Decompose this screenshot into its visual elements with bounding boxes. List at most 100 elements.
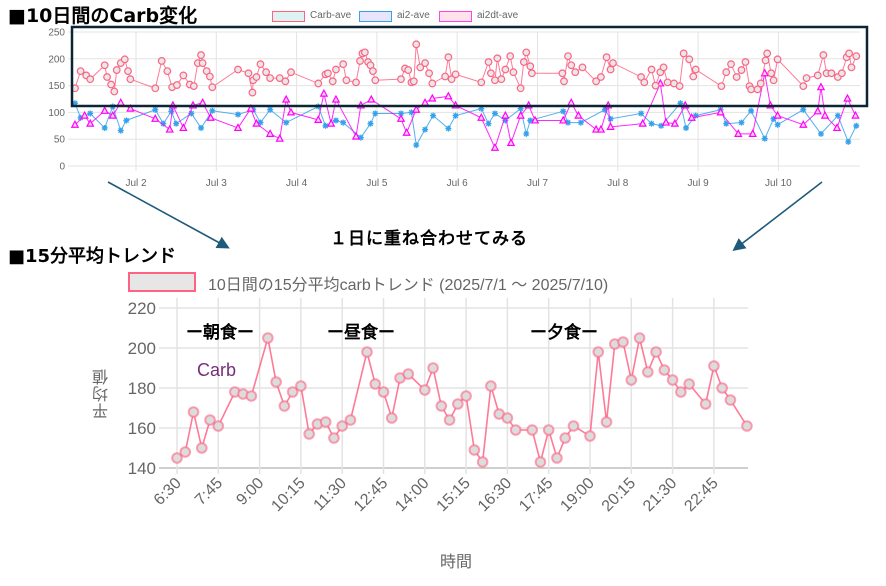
data-point-carb	[332, 65, 340, 74]
y-tick-label: 200	[128, 339, 156, 358]
data-point-carb	[560, 77, 568, 86]
data-point-carb	[493, 54, 502, 63]
overlay-note: １日に重ね合わせてみる	[330, 229, 528, 249]
data-point-ai2dt	[86, 118, 95, 127]
data-point	[377, 386, 390, 398]
data-point-ai2	[372, 110, 379, 117]
data-point-carb	[606, 65, 615, 74]
data-point	[344, 414, 357, 426]
data-point-carb	[100, 61, 109, 70]
x-tick-label: Jul 10	[765, 178, 792, 189]
data-point-ai2	[565, 119, 572, 126]
legend-swatch-carb[interactable]	[272, 11, 305, 22]
data-point-carb	[428, 79, 437, 88]
x-tick-label: Jul 2	[125, 178, 147, 189]
data-point-carb	[409, 77, 418, 86]
data-point-carb	[799, 82, 808, 91]
data-point-ai2dt	[748, 129, 757, 137]
data-point-ai2	[340, 119, 347, 126]
data-point-ai2	[577, 119, 584, 126]
x-axis-title: 時間	[440, 552, 473, 571]
data-point-ai2dt	[281, 94, 291, 103]
data-point	[559, 432, 572, 444]
data-point-carb	[732, 73, 741, 81]
data-point	[600, 416, 613, 428]
data-point-ai2dt	[367, 94, 376, 103]
data-point-ai2	[527, 117, 534, 124]
data-point-ai2	[607, 115, 614, 122]
data-point-ai2	[209, 107, 216, 114]
legend-swatch-trend[interactable]	[128, 272, 196, 292]
data-point-carb	[592, 77, 601, 86]
data-point	[542, 424, 555, 436]
x-tick-label: 7:45	[192, 475, 226, 509]
data-point-carb	[640, 78, 649, 87]
data-point-ai2	[413, 142, 420, 149]
data-point-ai2dt	[591, 124, 601, 133]
annotation-dinner: ー夕食ー	[530, 323, 598, 343]
data-point-carb	[107, 80, 116, 89]
legend-label-ai2dt[interactable]: ai2dt-ave	[477, 10, 519, 21]
data-point-ai2	[517, 105, 524, 112]
data-point	[716, 382, 728, 394]
data-point	[633, 332, 646, 344]
data-point	[179, 446, 192, 458]
data-point	[171, 452, 183, 464]
data-point-ai2	[332, 117, 339, 124]
legend-swatch-ai2[interactable]	[359, 11, 392, 22]
data-point-carb	[567, 61, 576, 70]
data-point	[675, 386, 687, 398]
data-point-carb	[120, 55, 129, 64]
bottom-chart-title: ■15分平均トレンド	[8, 246, 177, 267]
data-point-carb	[447, 75, 456, 84]
data-point-carb	[659, 63, 668, 72]
data-point-carb	[761, 56, 770, 65]
data-point	[642, 366, 654, 378]
data-point-ai2	[845, 138, 852, 145]
data-point-ai2dt	[165, 124, 174, 133]
data-point-ai2	[648, 120, 655, 127]
legend-swatch-ai2dt[interactable]	[439, 11, 472, 22]
x-tick-label: 12:45	[351, 475, 391, 515]
data-point-ai2dt	[606, 122, 615, 130]
data-point-ai2	[853, 122, 860, 129]
data-point-carb	[421, 59, 429, 67]
data-point	[452, 398, 464, 410]
data-point-carb	[685, 55, 694, 64]
data-point-ai2dt	[490, 143, 500, 151]
data-point-ai2dt	[326, 118, 336, 127]
top-chart-title: ■10日間のCarb変化	[8, 5, 198, 27]
data-point-carb	[157, 57, 166, 65]
data-point-ai2dt	[832, 123, 842, 132]
data-point-ai2dt	[80, 110, 89, 119]
data-point-ai2dt	[275, 133, 284, 142]
data-point-ai2dt	[670, 118, 680, 127]
data-point-ai2	[800, 106, 807, 113]
data-point-ai2	[658, 122, 665, 129]
x-tick-label: 15:15	[434, 475, 474, 515]
data-point-ai2	[770, 115, 777, 122]
data-point-carb	[234, 65, 242, 74]
x-tick-label: 21:30	[640, 475, 680, 515]
data-point-ai2dt	[773, 110, 782, 119]
data-point	[567, 420, 580, 432]
y-tick-label: 50	[54, 135, 66, 146]
data-point-ai2	[173, 120, 180, 127]
x-tick-label: 17:45	[516, 475, 556, 515]
data-point	[427, 362, 439, 374]
data-point	[286, 386, 299, 398]
data-point-ai2dt	[206, 112, 215, 121]
legend-label-trend[interactable]: 10日間の15分平均carbトレンド (2025/7/1 〜 2025/7/10…	[208, 277, 609, 294]
data-point	[195, 442, 208, 454]
legend-label-carb[interactable]: Carb-ave	[310, 10, 352, 21]
data-point-ai2	[834, 112, 841, 119]
x-tick-label: 14:00	[392, 475, 432, 515]
data-point-ai2dt	[734, 129, 743, 137]
x-tick-label: 20:15	[599, 475, 639, 515]
data-point	[551, 452, 563, 464]
data-point-ai2dt	[252, 118, 261, 127]
data-point-ai2dt	[530, 115, 540, 124]
legend-label-ai2[interactable]: ai2-ave	[397, 10, 430, 21]
data-point-ai2dt	[596, 124, 606, 133]
